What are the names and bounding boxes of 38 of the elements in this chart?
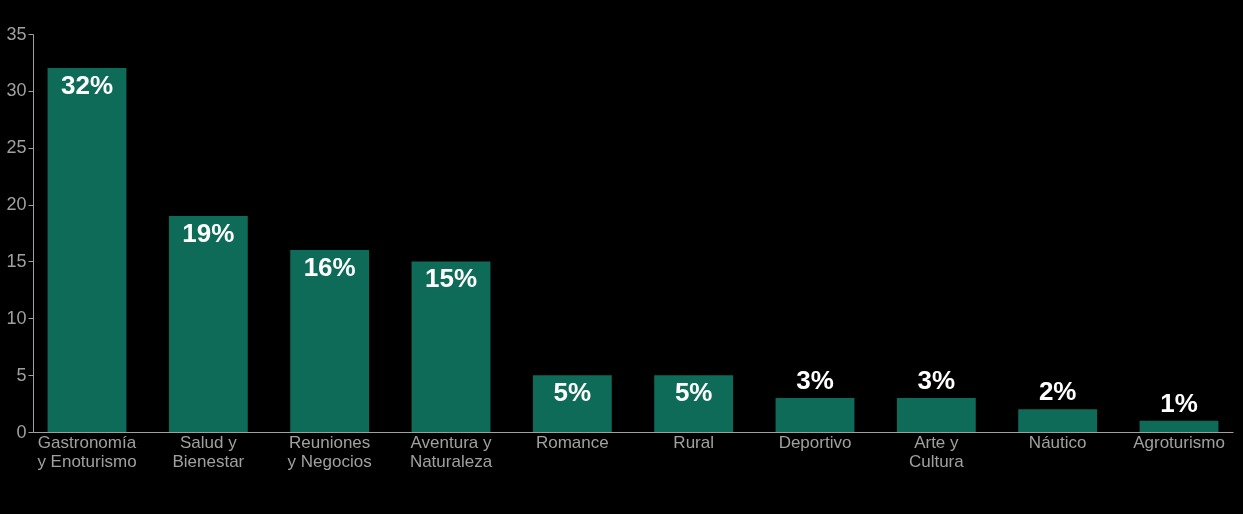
bar [290, 250, 370, 432]
x-tick-label: Salud y Bienestar [172, 432, 245, 471]
bar [654, 375, 734, 432]
data-label: 2% [1038, 376, 1077, 407]
data-label: 5% [674, 377, 713, 408]
data-label: 19% [182, 217, 235, 248]
x-tick-label: Gastronomía y Enoturismo [37, 432, 137, 471]
bar [168, 215, 248, 432]
y-tick-label: 30 [6, 80, 27, 101]
data-label: 3% [917, 364, 956, 395]
x-tick-label: Romance [535, 432, 609, 452]
data-label: 1% [1160, 387, 1198, 418]
y-tick-label: 15 [6, 250, 27, 271]
bar [47, 68, 127, 432]
data-label: 15% [424, 263, 478, 294]
data-label: 5% [553, 377, 592, 408]
bar [775, 397, 855, 432]
data-label: 3% [796, 364, 834, 395]
x-tick-label: Aventura y Naturaleza [409, 432, 493, 471]
x-tick-label: Arte y Cultura [908, 432, 965, 471]
bar [411, 261, 491, 432]
x-tick-label: Rural [673, 432, 714, 452]
x-tick-label: Deportivo [778, 432, 852, 452]
x-tick-label: Náutico [1028, 432, 1087, 452]
y-tick-label: 0 [16, 421, 27, 442]
y-tick-label: 25 [6, 137, 27, 158]
data-label: 32% [60, 70, 114, 101]
y-tick-label: 10 [6, 307, 27, 328]
bar [1018, 409, 1098, 432]
x-tick-label: Agroturismo [1133, 432, 1225, 452]
bar [1139, 420, 1219, 432]
y-tick-label: 20 [6, 194, 27, 215]
bar [532, 375, 612, 432]
bar [896, 397, 976, 432]
x-tick-label: Reuniones y Negocios [287, 432, 372, 471]
data-label: 16% [303, 252, 356, 283]
y-tick-label: 5 [16, 364, 27, 385]
y-tick-label: 35 [6, 23, 27, 44]
